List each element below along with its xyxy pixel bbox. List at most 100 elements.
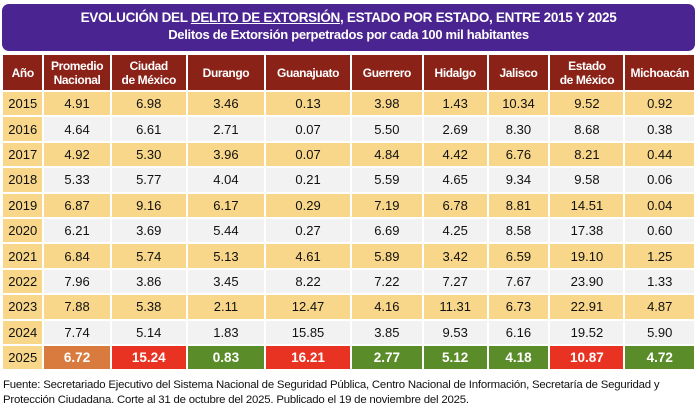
value-cell: 0.07	[266, 142, 350, 167]
year-cell: 2025	[3, 345, 43, 370]
value-cell: 0.44	[625, 142, 694, 167]
value-cell: 4.18	[488, 345, 549, 370]
value-cell: 9.34	[488, 168, 549, 192]
value-cell: 23.90	[550, 269, 624, 294]
value-cell: 5.38	[111, 295, 186, 319]
value-cell: 7.22	[351, 269, 422, 294]
year-cell: 2020	[3, 218, 43, 243]
value-cell: 1.25	[625, 244, 694, 268]
value-cell: 7.74	[44, 320, 110, 344]
table-row: 2024 7.74 5.14 1.83 15.85 3.85 9.53 6.16 19.52 5.…	[3, 320, 694, 344]
value-cell: 11.31	[423, 295, 487, 319]
value-cell: 3.98	[351, 92, 422, 116]
value-cell: 4.72	[625, 345, 694, 370]
value-cell: 0.07	[266, 117, 350, 141]
year-cell: 2016	[3, 117, 43, 141]
value-cell: 4.61	[266, 244, 350, 268]
value-cell: 5.14	[111, 320, 186, 344]
value-cell: 6.21	[44, 218, 110, 243]
value-cell: 0.04	[625, 193, 694, 217]
value-cell: 3.42	[423, 244, 487, 268]
year-cell: 2019	[3, 193, 43, 217]
value-cell: 5.44	[187, 218, 265, 243]
year-cell: 2023	[3, 295, 43, 319]
subtitle: Delitos de Extorsión perpetrados por cad…	[168, 27, 529, 42]
table-row: 2019 6.87 9.16 6.17 0.29 7.19 6.78 8.81 14.51 0.0…	[3, 193, 694, 217]
value-cell: 0.27	[266, 218, 350, 243]
value-cell: 7.88	[44, 295, 110, 319]
column-header: Jalisco	[488, 55, 549, 90]
value-cell: 0.06	[625, 168, 694, 192]
value-cell: 8.81	[488, 193, 549, 217]
value-cell: 3.69	[111, 218, 186, 243]
value-cell: 6.78	[423, 193, 487, 217]
source-footer: Fuente: Secretariado Ejecutivo del Siste…	[3, 379, 660, 406]
value-cell: 5.50	[351, 117, 422, 141]
value-cell: 4.91	[44, 92, 110, 116]
value-cell: 2.69	[423, 117, 487, 141]
value-cell: 6.76	[488, 142, 549, 167]
title-pre: EVOLUCIÓN DEL	[80, 10, 191, 25]
value-cell: 4.64	[44, 117, 110, 141]
value-cell: 7.27	[423, 269, 487, 294]
column-header: Michoacán	[625, 55, 694, 90]
column-header: Durango	[187, 55, 265, 90]
value-cell: 5.90	[625, 320, 694, 344]
value-cell: 14.51	[550, 193, 624, 217]
value-cell: 4.87	[625, 295, 694, 319]
value-cell: 6.17	[187, 193, 265, 217]
value-cell: 8.30	[488, 117, 549, 141]
value-cell: 7.96	[44, 269, 110, 294]
value-cell: 7.67	[488, 269, 549, 294]
value-cell: 4.42	[423, 142, 487, 167]
column-header: Guanajuato	[266, 55, 350, 90]
value-cell: 5.30	[111, 142, 186, 167]
column-header: Ciudad de México	[111, 55, 186, 90]
value-cell: 5.77	[111, 168, 186, 192]
value-cell: 19.10	[550, 244, 624, 268]
value-cell: 8.21	[550, 142, 624, 167]
value-cell: 2.71	[187, 117, 265, 141]
value-cell: 6.98	[111, 92, 186, 116]
value-cell: 17.38	[550, 218, 624, 243]
year-cell: 2015	[3, 92, 43, 116]
table-row: 2020 6.21 3.69 5.44 0.27 6.69 4.25 8.58 17.38 0.6…	[3, 218, 694, 243]
table-row: 2017 4.92 5.30 3.96 0.07 4.84 4.42 6.76 8.21 0.44	[3, 142, 694, 167]
value-cell: 6.72	[44, 345, 110, 370]
value-cell: 0.92	[625, 92, 694, 116]
column-header: Estado de México	[550, 55, 624, 90]
value-cell: 0.13	[266, 92, 350, 116]
column-header: Año	[3, 55, 43, 90]
value-cell: 1.43	[423, 92, 487, 116]
value-cell: 4.92	[44, 142, 110, 167]
value-cell: 8.68	[550, 117, 624, 141]
value-cell: 15.24	[111, 345, 186, 370]
value-cell: 3.46	[187, 92, 265, 116]
value-cell: 4.84	[351, 142, 422, 167]
title-underlined: DELITO DE EXTORSIÓN	[190, 10, 340, 25]
value-cell: 12.47	[266, 295, 350, 319]
value-cell: 0.60	[625, 218, 694, 243]
value-cell: 5.13	[187, 244, 265, 268]
value-cell: 15.85	[266, 320, 350, 344]
value-cell: 5.59	[351, 168, 422, 192]
title-post: , ESTADO POR ESTADO, ENTRE 2015 Y 2025	[339, 10, 617, 25]
table-row: 2023 7.88 5.38 2.11 12.47 4.16 11.31 6.73 22.91 4…	[3, 295, 694, 319]
value-cell: 5.74	[111, 244, 186, 268]
table-row: 2018 5.33 5.77 4.04 0.21 5.59 4.65 9.34 9.58 0.06	[3, 168, 694, 192]
value-cell: 0.21	[266, 168, 350, 192]
value-cell: 7.19	[351, 193, 422, 217]
year-cell: 2024	[3, 320, 43, 344]
value-cell: 6.59	[488, 244, 549, 268]
value-cell: 10.34	[488, 92, 549, 116]
value-cell: 9.52	[550, 92, 624, 116]
value-cell: 16.21	[266, 345, 350, 370]
value-cell: 4.25	[423, 218, 487, 243]
value-cell: 2.11	[187, 295, 265, 319]
value-cell: 3.86	[111, 269, 186, 294]
value-cell: 5.89	[351, 244, 422, 268]
year-cell: 2021	[3, 244, 43, 268]
value-cell: 0.38	[625, 117, 694, 141]
value-cell: 10.87	[550, 345, 624, 370]
table-row: 2022 7.96 3.86 3.45 8.22 7.22 7.27 7.67 23.90 1.3…	[3, 269, 694, 294]
